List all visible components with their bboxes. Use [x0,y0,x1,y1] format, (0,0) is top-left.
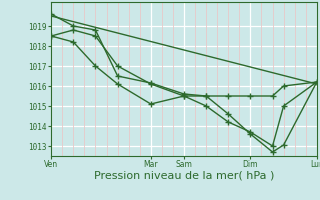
X-axis label: Pression niveau de la mer( hPa ): Pression niveau de la mer( hPa ) [94,171,274,181]
